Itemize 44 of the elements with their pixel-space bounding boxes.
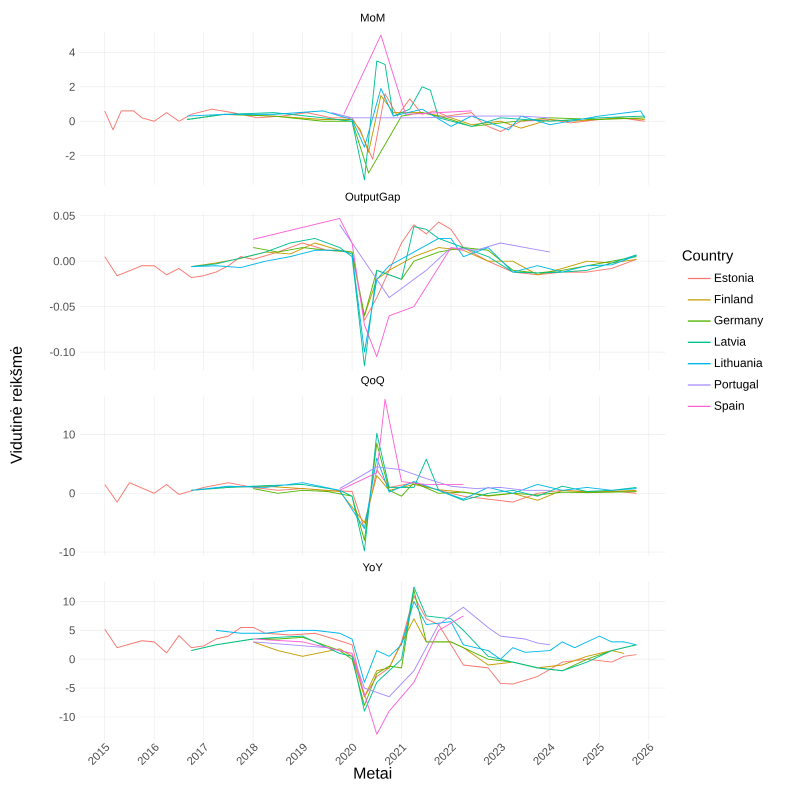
- line-series: [339, 466, 550, 491]
- y-tick-label: 10: [64, 430, 75, 439]
- legend-label: Estonia: [714, 273, 754, 282]
- y-tick-label: 0: [69, 655, 75, 664]
- y-tick-label: -0.10: [50, 348, 75, 356]
- y-tick-label: 10: [64, 598, 75, 606]
- y-tick-label: -5: [66, 684, 75, 692]
- line-series: [216, 601, 637, 683]
- legend-label: Germany: [714, 316, 764, 327]
- y-tick-label: 5: [69, 626, 75, 634]
- line-series: [252, 442, 637, 541]
- y-tick-label: 0.00: [54, 257, 75, 266]
- line-series: [104, 93, 646, 160]
- y-tick-label: -2: [66, 152, 75, 160]
- line-series: [190, 238, 637, 353]
- legend-label: Spain: [714, 401, 744, 412]
- y-tick-label: -0.05: [50, 302, 75, 311]
- line-series: [186, 88, 646, 148]
- legend-title: Country: [682, 250, 734, 264]
- legend-label: Latvia: [714, 336, 746, 346]
- y-tick-label: -10: [59, 548, 75, 556]
- y-tick-label: 0: [69, 117, 75, 126]
- y-tick-label: -10: [59, 712, 75, 721]
- line-series: [104, 222, 637, 321]
- legend-label: Lithuania: [714, 358, 763, 368]
- y-tick-label: 2: [70, 82, 75, 91]
- y-tick-label: 0.05: [54, 212, 75, 220]
- chart-title: QoQ: [361, 376, 384, 386]
- line-series: [252, 218, 464, 358]
- legend-label: Finland: [714, 294, 752, 304]
- legend-label: Portugal: [714, 380, 758, 391]
- x-axis-title: Metai: [354, 767, 392, 779]
- line-series: [339, 398, 464, 491]
- y-axis-title: Vidutinė reikšmė: [10, 346, 22, 464]
- chart-title: OutputGap: [345, 192, 400, 203]
- y-tick-label: 0: [69, 489, 75, 498]
- line-series: [339, 224, 550, 298]
- line-series: [252, 615, 464, 735]
- y-tick-label: 4: [69, 48, 75, 56]
- chart-title: YoY: [362, 563, 383, 572]
- line-series: [104, 595, 637, 698]
- chart-title: MoM: [361, 14, 384, 22]
- line-series: [252, 606, 550, 698]
- line-series: [186, 60, 646, 180]
